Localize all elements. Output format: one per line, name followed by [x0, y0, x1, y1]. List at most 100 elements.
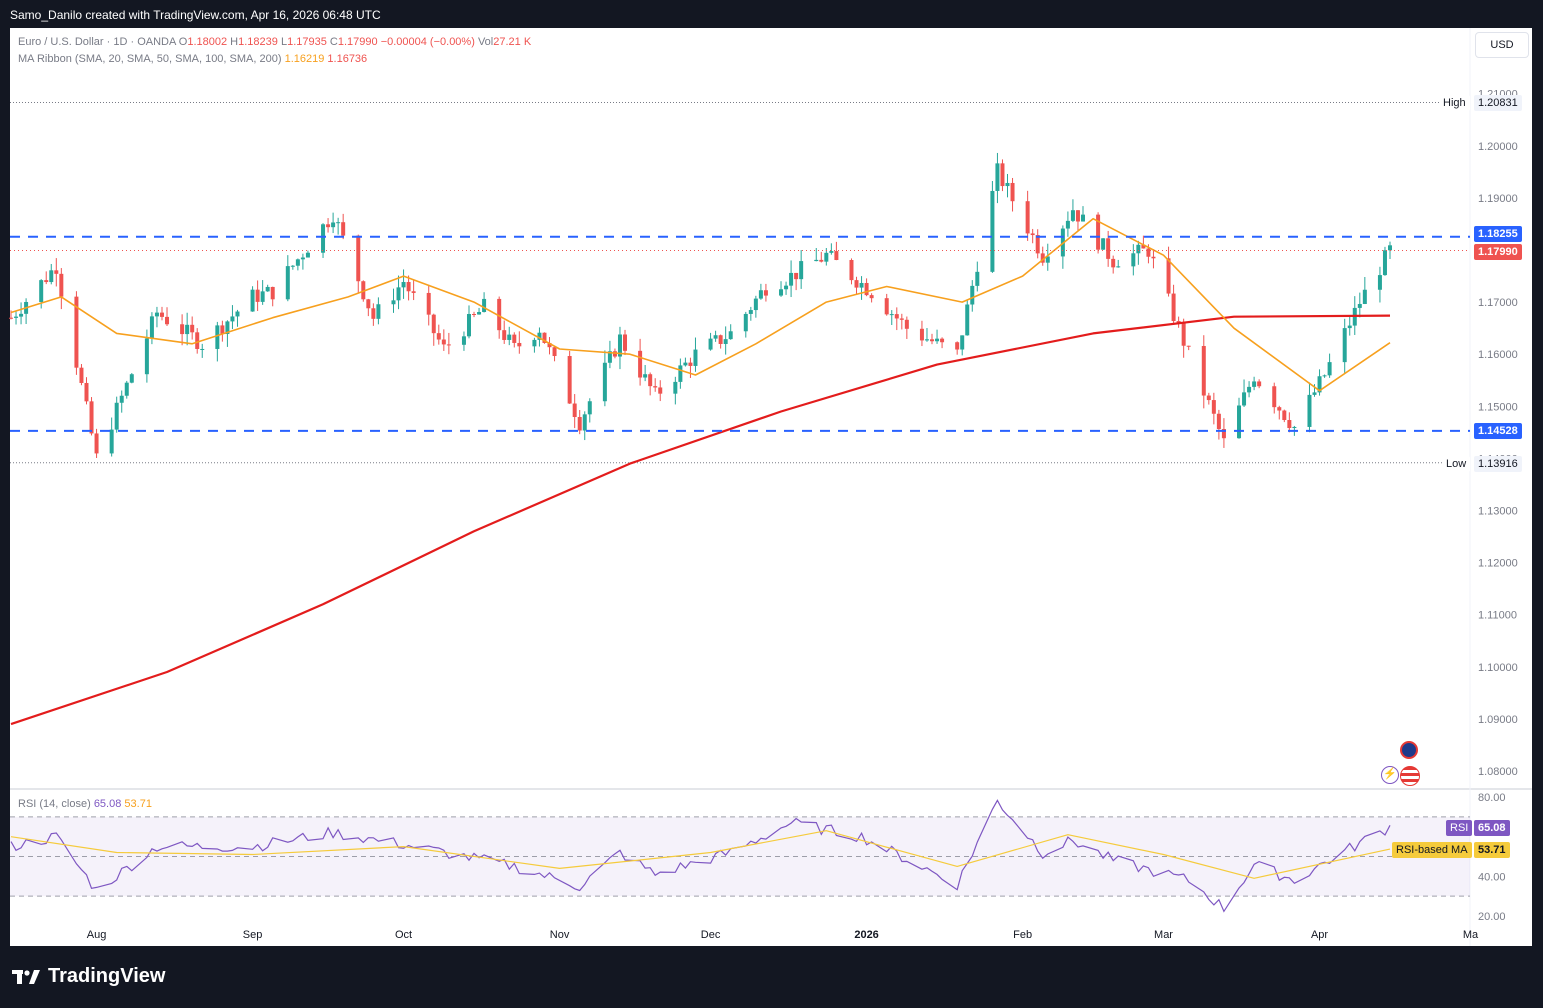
candle-body: [1080, 214, 1085, 222]
candle-body: [1030, 233, 1035, 236]
candle-body: [1347, 325, 1352, 329]
candle-body: [1206, 395, 1211, 401]
candle-body: [321, 224, 326, 253]
candle-body: [59, 273, 64, 297]
candle-body: [300, 257, 305, 260]
lightning-icon[interactable]: ⚡: [1381, 766, 1399, 784]
rsi-title: RSI (14, close): [18, 798, 91, 810]
candle-body: [366, 299, 371, 309]
candle-body: [1282, 410, 1287, 421]
candle-body: [461, 336, 466, 345]
candle-body: [1307, 394, 1312, 427]
price-tick-label: 1.15000: [1478, 401, 1518, 413]
candle-body: [1040, 253, 1045, 263]
candle-body: [1101, 238, 1106, 250]
candle-body: [1065, 220, 1070, 229]
us-flag-icon[interactable]: [1400, 766, 1420, 786]
candle-body: [834, 251, 839, 261]
candle-body: [532, 339, 537, 347]
candle-body: [794, 272, 799, 280]
candle-body: [1277, 407, 1282, 411]
candle-body: [814, 259, 819, 262]
currency-button[interactable]: USD: [1475, 32, 1529, 58]
candle-body: [582, 414, 587, 431]
candle-body: [472, 313, 477, 315]
candle-body: [758, 290, 763, 299]
rsi-ma-current-value: 53.71: [1474, 842, 1510, 858]
candle-body: [396, 287, 401, 301]
candle-body: [290, 265, 295, 267]
candle-body: [723, 339, 728, 344]
candle-body: [1242, 392, 1247, 406]
candle-body: [638, 350, 643, 378]
support-level-value: 1.14528: [1474, 423, 1522, 439]
globe-icon[interactable]: [1400, 741, 1418, 759]
candle-body: [784, 285, 789, 290]
candle-body: [94, 433, 99, 454]
candle-body: [799, 261, 804, 280]
candle-body: [824, 252, 829, 262]
candle-body: [829, 251, 834, 253]
candle-body: [446, 344, 451, 346]
candle-body: [1070, 210, 1075, 221]
candle-body: [326, 224, 331, 228]
candle-body: [688, 362, 693, 366]
ma-ribbon-label: MA Ribbon (SMA, 20, SMA, 50, SMA, 100, S…: [18, 53, 282, 65]
open-label: O: [178, 36, 188, 48]
candle-body: [789, 272, 794, 286]
candle-body: [1388, 245, 1392, 251]
candle-body: [159, 312, 164, 317]
candle-body: [154, 312, 159, 317]
candle-body: [426, 292, 431, 315]
candle-body: [84, 382, 89, 402]
tradingview-wordmark: TradingView: [48, 965, 166, 987]
candle-body: [869, 295, 874, 299]
candle-body: [149, 316, 154, 339]
candle-body: [1176, 321, 1181, 323]
symbol-title: Euro / U.S. Dollar · 1D · OANDA: [18, 36, 176, 48]
candle-body: [190, 324, 195, 333]
candle-body: [1181, 322, 1186, 346]
volume-value: 27.21 K: [493, 36, 532, 48]
tradingview-logo-icon: [12, 969, 40, 984]
rsi-ma-line: [10, 830, 1391, 879]
ma-value-2: 1.16736: [327, 53, 368, 65]
candle-body: [1327, 362, 1332, 376]
candle-body: [1237, 405, 1242, 439]
last-price-value: 1.17990: [1474, 244, 1522, 260]
candle-body: [165, 316, 170, 325]
candle-body: [713, 335, 718, 339]
candle-body: [250, 289, 255, 312]
candle-body: [361, 281, 366, 300]
candle-body: [960, 335, 965, 350]
candle-body: [970, 285, 975, 305]
candle-body: [371, 308, 376, 319]
candle-body: [79, 367, 84, 383]
candle-body: [693, 349, 698, 366]
candle-body: [1377, 275, 1382, 290]
candle-body: [577, 417, 582, 431]
candle-body: [507, 334, 512, 340]
close-label: C: [329, 36, 338, 48]
sma-200-line: [10, 314, 1391, 726]
candle-body: [1075, 210, 1080, 222]
candle-body: [1116, 266, 1121, 268]
candle-body: [919, 328, 924, 341]
candle-body: [612, 351, 617, 357]
candle-body: [547, 342, 552, 348]
candle-body: [552, 347, 557, 357]
candle-body: [748, 310, 753, 314]
candle-body: [965, 304, 970, 336]
candle-body: [305, 252, 310, 258]
candle-body: [1186, 345, 1191, 347]
candle-body: [930, 339, 935, 342]
candle-body: [924, 339, 929, 341]
candle-body: [260, 291, 265, 302]
low-level-value: 1.13916: [1474, 456, 1522, 472]
price-tick-label: 1.19000: [1478, 193, 1518, 205]
chart-panel[interactable]: [10, 28, 1532, 946]
candle-body: [1201, 345, 1206, 396]
candle-body: [990, 190, 995, 272]
candle-body: [864, 282, 869, 296]
